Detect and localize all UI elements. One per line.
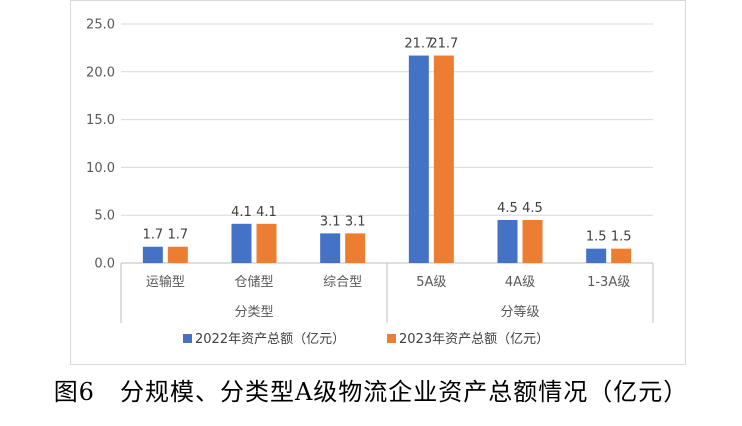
- group-label: 分类型: [234, 305, 273, 320]
- bar-2022: [320, 233, 341, 263]
- x-tick-label: 仓储型: [234, 275, 273, 290]
- data-label: 1.7: [142, 228, 163, 243]
- legend-label: 2023年资产总额（亿元）: [399, 332, 549, 347]
- data-label: 21.7: [429, 37, 458, 52]
- bar-2023: [611, 248, 632, 263]
- x-tick-label: 1-3A级: [587, 275, 630, 290]
- legend-swatch: [387, 334, 396, 343]
- x-tick-label: 5A级: [416, 275, 446, 290]
- y-tick-label: 10.0: [86, 161, 115, 176]
- data-label: 3.1: [345, 214, 366, 229]
- bar-2022: [497, 219, 518, 263]
- bar-2023: [256, 223, 277, 263]
- x-tick-label: 4A级: [505, 275, 535, 290]
- bar-2022: [586, 248, 607, 263]
- data-label: 4.1: [231, 205, 252, 220]
- bar-chart: 0.0 5.0 10.0 15.0 20.0 25.0 1.7 1.7 运输型 4.1 4.1 仓储型…: [86, 18, 654, 347]
- y-tick-label: 25.0: [86, 18, 115, 33]
- data-label: 4.5: [497, 201, 518, 216]
- bar-2022: [231, 223, 252, 263]
- bar-2023: [433, 55, 454, 263]
- y-tick-label: 0.0: [94, 257, 115, 272]
- y-tick-label: 5.0: [94, 209, 115, 224]
- data-label: 1.7: [167, 228, 188, 243]
- data-label: 3.1: [320, 214, 341, 229]
- legend-swatch: [183, 334, 192, 343]
- data-label: 4.1: [256, 205, 277, 220]
- figure-caption: 图6 分规模、分类型A级物流企业资产总额情况（亿元）: [53, 378, 689, 406]
- y-tick-label: 20.0: [86, 65, 115, 80]
- x-tick-label: 运输型: [146, 274, 185, 290]
- data-label: 1.5: [586, 230, 607, 245]
- data-label: 4.5: [522, 201, 543, 216]
- bar-2023: [522, 219, 543, 263]
- legend-label: 2022年资产总额（亿元）: [195, 332, 345, 347]
- bar-2022: [408, 55, 429, 263]
- bar-2023: [345, 233, 366, 263]
- chart-frame: 0.0 5.0 10.0 15.0 20.0 25.0 1.7 1.7 运输型 4.1 4.1 仓储型…: [70, 0, 686, 365]
- bar-2022: [142, 246, 163, 263]
- data-label: 1.5: [611, 230, 632, 245]
- data-label: 21.7: [404, 37, 433, 52]
- bar-2023: [167, 246, 188, 263]
- x-tick-label: 综合型: [323, 275, 362, 290]
- y-tick-label: 15.0: [86, 113, 115, 128]
- group-label: 分等级: [500, 304, 539, 320]
